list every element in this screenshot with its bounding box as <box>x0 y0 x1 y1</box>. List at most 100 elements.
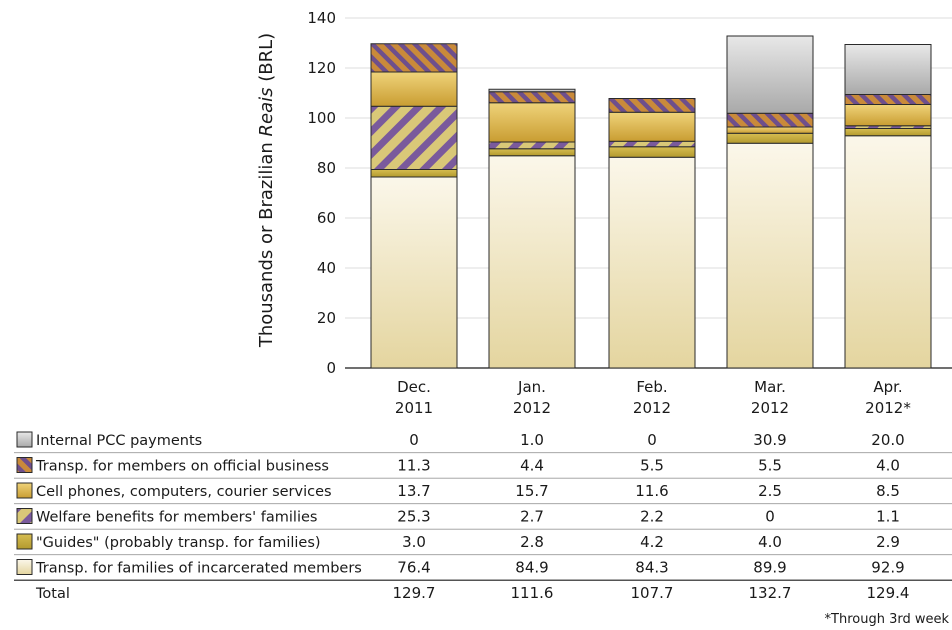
bar-segment <box>608 140 696 148</box>
total-cell: 129.4 <box>867 584 910 602</box>
footnote: *Through 3rd week <box>825 612 950 627</box>
bar-segment <box>844 135 932 369</box>
table-cell: 2.7 <box>520 508 544 526</box>
bar-stack <box>726 35 814 369</box>
data-table: Internal PCC payments 0 1.0 0 30.9 20.0 Transp… <box>14 431 952 602</box>
table-row-label: Cell phones, computers, courier services <box>36 484 332 500</box>
table-cell: 3.0 <box>402 533 426 551</box>
table-row-label: Welfare benefits for members' families <box>36 510 317 526</box>
table-cell: 15.7 <box>515 482 548 500</box>
x-category-label-line2: 2012* <box>865 399 911 417</box>
y-tick-label: 120 <box>307 59 336 77</box>
table-cell: 84.9 <box>515 559 548 577</box>
bars <box>370 35 932 369</box>
table-cell: 4.0 <box>876 457 900 475</box>
x-category-label-line1: Dec. <box>397 378 431 396</box>
bar-segment <box>488 91 576 104</box>
legend-swatch <box>16 559 33 575</box>
table-cell: 0 <box>409 431 419 449</box>
bar-segment <box>844 104 932 127</box>
legend-swatch <box>16 431 33 448</box>
bar-segment <box>370 169 458 178</box>
bar-stack <box>608 98 696 369</box>
table-cell: 8.5 <box>876 482 900 500</box>
total-cell: 111.6 <box>511 584 554 602</box>
table-row-label: "Guides" (probably transp. for families) <box>36 535 321 551</box>
y-tick-label: 100 <box>307 109 336 127</box>
table-cell: 4.0 <box>758 533 782 551</box>
y-tick-label: 80 <box>317 159 336 177</box>
total-cell: 129.7 <box>393 584 436 602</box>
y-tick-label: 0 <box>326 359 336 377</box>
table-cell: 4.4 <box>520 457 544 475</box>
y-axis: 0 20 40 60 80 100 120 140 <box>307 9 336 377</box>
bar-segment <box>488 88 576 93</box>
table-cell: 84.3 <box>635 559 668 577</box>
bar-segment <box>608 156 696 369</box>
bar-segment <box>608 98 696 113</box>
table-cell: 2.2 <box>640 508 664 526</box>
x-category-label-line2: 2012 <box>751 399 789 417</box>
bar-segment <box>608 146 696 158</box>
bar-segment <box>608 111 696 142</box>
total-row-label: Total <box>35 586 70 602</box>
table-cell: 2.5 <box>758 482 782 500</box>
table-cell: 30.9 <box>753 431 786 449</box>
bar-segment <box>488 102 576 143</box>
legend-swatch <box>16 533 33 550</box>
bar-segment <box>726 132 814 144</box>
table-cell: 0 <box>765 508 775 526</box>
bar-segment <box>844 128 932 137</box>
bar-stack <box>844 44 932 369</box>
table-cell: 11.3 <box>397 457 430 475</box>
bar-segment <box>370 176 458 369</box>
table-cell: 0 <box>647 431 657 449</box>
y-axis-label-prefix: Thousands or Brazilian <box>256 136 277 348</box>
table-cell: 92.9 <box>871 559 904 577</box>
x-category-label-line1: Jan. <box>517 378 546 396</box>
x-category-label-line2: 2012 <box>633 399 671 417</box>
table-cell: 25.3 <box>397 508 430 526</box>
table-cell: 76.4 <box>397 559 430 577</box>
y-tick-label: 40 <box>317 259 336 277</box>
legend-swatch <box>16 482 33 499</box>
total-cell: 107.7 <box>631 584 674 602</box>
bar-segment <box>370 43 458 73</box>
table-cell: 2.8 <box>520 533 544 551</box>
bar-segment <box>844 94 932 105</box>
bar-segment <box>726 112 814 128</box>
total-cell: 132.7 <box>749 584 792 602</box>
y-axis-label-suffix: (BRL) <box>256 33 277 88</box>
table-cell: 11.6 <box>635 482 668 500</box>
bar-segment <box>726 126 814 134</box>
bar-segment <box>726 35 814 114</box>
table-row-label: Transp. for members on official business <box>35 459 329 475</box>
bar-segment <box>488 148 576 157</box>
table-cell: 1.1 <box>876 508 900 526</box>
y-tick-label: 60 <box>317 209 336 227</box>
bar-stack <box>370 43 458 369</box>
table-cell: 89.9 <box>753 559 786 577</box>
y-axis-label-italic: Reais <box>256 87 277 136</box>
table-cell: 13.7 <box>397 482 430 500</box>
table-cell: 4.2 <box>640 533 664 551</box>
table-row-label: Internal PCC payments <box>36 433 202 449</box>
x-category-label-line1: Feb. <box>636 378 667 396</box>
x-category-labels: Dec. 2011 Jan. 2012 Feb. 2012 Mar. 2012 Apr. 2012… <box>395 378 911 417</box>
y-tick-label: 140 <box>307 9 336 27</box>
bar-segment <box>370 105 458 170</box>
bar-segment <box>488 141 576 150</box>
x-category-label-line1: Apr. <box>873 378 902 396</box>
table-row-label: Transp. for families of incarcerated mem… <box>35 561 362 577</box>
bar-segment <box>726 142 814 369</box>
table-cell: 20.0 <box>871 431 904 449</box>
table-cell: 1.0 <box>520 431 544 449</box>
legend-swatch <box>16 457 33 473</box>
bar-segment <box>488 155 576 369</box>
x-category-label-line2: 2012 <box>513 399 551 417</box>
table-cell: 5.5 <box>758 457 782 475</box>
bar-segment <box>370 71 458 107</box>
x-category-label-line1: Mar. <box>754 378 786 396</box>
table-cell: 5.5 <box>640 457 664 475</box>
